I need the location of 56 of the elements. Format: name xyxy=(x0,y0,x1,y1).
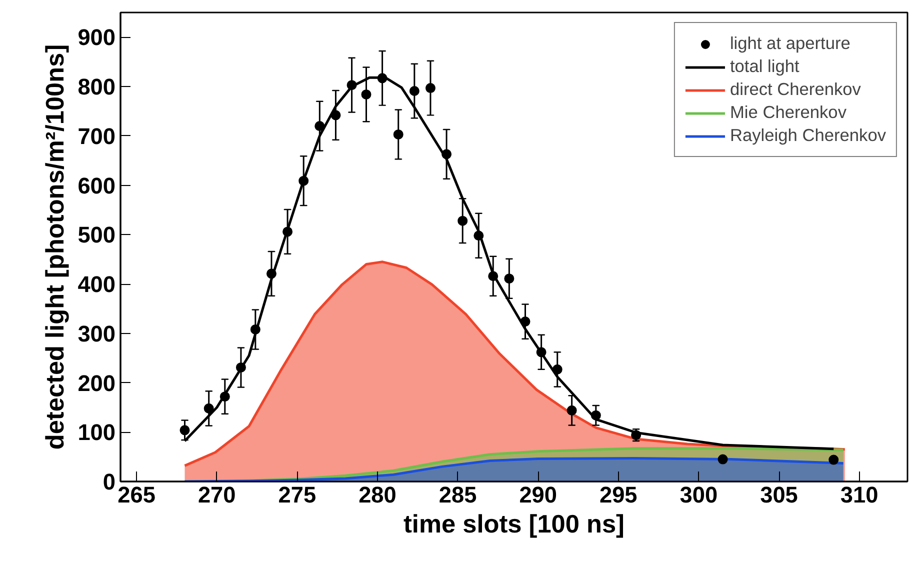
y-tick-label: 0 xyxy=(102,468,116,494)
y-axis-title: detected light [photons/m²/100ns] xyxy=(42,44,70,450)
y-tick-label: 700 xyxy=(78,122,116,149)
legend-label: total light xyxy=(730,56,800,77)
x-tick-label: 265 xyxy=(118,482,156,508)
point xyxy=(204,403,214,414)
point xyxy=(631,430,642,440)
point xyxy=(393,129,404,140)
legend-label: direct Cherenkov xyxy=(730,79,861,100)
y-tick-label: 100 xyxy=(78,419,116,446)
point xyxy=(282,226,293,237)
point xyxy=(314,121,325,132)
point xyxy=(458,216,468,226)
y-tick-label: 300 xyxy=(78,320,116,346)
point xyxy=(425,83,436,94)
x-tick-label: 300 xyxy=(680,482,718,508)
point xyxy=(590,410,601,420)
point xyxy=(536,347,546,358)
y-tick-label: 200 xyxy=(78,370,116,396)
point xyxy=(236,362,246,372)
point xyxy=(266,268,276,279)
point xyxy=(220,392,230,402)
y-tick-label: 600 xyxy=(78,172,116,198)
point xyxy=(474,230,484,241)
point xyxy=(552,364,562,374)
point xyxy=(180,425,190,436)
point xyxy=(566,405,577,416)
point xyxy=(442,149,452,160)
point xyxy=(504,274,514,284)
point xyxy=(488,271,498,282)
x-tick-label: 295 xyxy=(599,482,638,508)
x-axis-title: time slots [100 ns] xyxy=(404,510,625,538)
y-tick-label: 800 xyxy=(78,74,116,100)
point xyxy=(828,454,839,465)
point xyxy=(346,80,357,90)
point xyxy=(330,110,341,120)
point xyxy=(298,176,309,186)
y-tick-label: 400 xyxy=(78,271,116,298)
point xyxy=(377,73,388,84)
x-tick-label: 275 xyxy=(278,482,316,508)
point xyxy=(718,454,728,464)
point xyxy=(409,86,420,96)
point xyxy=(250,324,260,334)
legend-label: Mie Cherenkov xyxy=(730,102,846,123)
point xyxy=(520,316,530,327)
x-tick-label: 285 xyxy=(438,482,477,508)
legend-label: light at aperture xyxy=(730,33,850,54)
x-tick-label: 290 xyxy=(519,482,558,508)
x-tick-label: 305 xyxy=(760,482,798,508)
x-tick-label: 270 xyxy=(198,482,236,508)
y-tick-label: 900 xyxy=(78,24,116,50)
legend-label: Rayleigh Cherenkov xyxy=(730,125,886,146)
x-tick-label: 280 xyxy=(358,482,396,508)
y-tick-label: 500 xyxy=(78,222,116,248)
x-tick-label: 310 xyxy=(840,482,878,508)
point xyxy=(361,89,372,100)
